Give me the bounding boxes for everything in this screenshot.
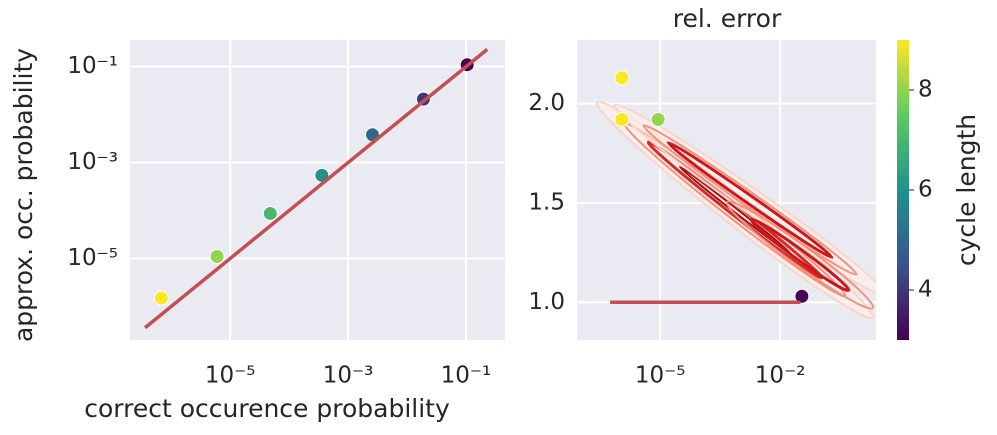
colorbar-tick-label: 6 (918, 177, 933, 203)
y-tick-label: 1.5 (528, 189, 565, 215)
x-tick-label: 10⁻⁵ (635, 363, 686, 389)
point (153, 290, 169, 306)
x-tick-label: 10⁻² (755, 363, 806, 389)
y-tick-label: 1.0 (528, 289, 565, 315)
y-tick-label: 2.0 (528, 90, 565, 116)
point (209, 249, 225, 265)
point (614, 70, 630, 86)
point (794, 288, 810, 304)
chart-title: rel. error (673, 4, 782, 33)
y-tick-label: 10⁻¹ (67, 53, 118, 79)
point (614, 111, 630, 127)
colorbar-label: cycle length (952, 114, 981, 266)
point (650, 111, 666, 127)
x-axis-label: correct occurence probability (84, 394, 450, 423)
colorbar-tick-label: 4 (918, 277, 933, 303)
y-tick-label: 10⁻⁵ (67, 245, 118, 271)
x-tick-label: 10⁻³ (323, 363, 374, 389)
y-tick-label: 10⁻³ (67, 149, 118, 175)
point (262, 205, 278, 221)
colorbar (897, 40, 909, 340)
y-axis-label: approx. occ. probability (9, 48, 38, 342)
x-tick-label: 10⁻⁵ (205, 363, 256, 389)
fit-line (143, 47, 489, 330)
density-contours (595, 100, 876, 320)
x-tick-label: 10⁻¹ (441, 363, 492, 389)
colorbar-tick-label: 8 (918, 77, 933, 103)
